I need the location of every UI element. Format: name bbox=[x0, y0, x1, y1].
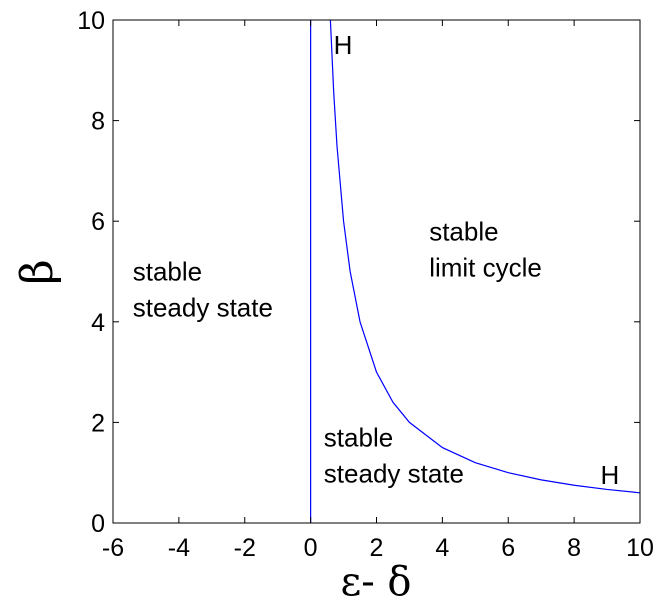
ticks-layer: -6 -4 -2 0 2 4 6 8 10 0 2 4 6 8 10 bbox=[77, 7, 654, 562]
annotation-line: stable bbox=[133, 257, 202, 287]
annotation-4: stable limit cycle bbox=[429, 216, 542, 282]
annotation-1: H bbox=[334, 30, 353, 60]
y-tick-label: 10 bbox=[77, 7, 105, 35]
annotation-line: stable bbox=[429, 216, 498, 246]
x-tick-label: 8 bbox=[567, 534, 581, 562]
annotation-line: limit cycle bbox=[429, 252, 542, 282]
annotation-line: stable bbox=[324, 422, 393, 452]
y-axis-title: β bbox=[12, 259, 63, 284]
y-tick-label: 8 bbox=[91, 108, 105, 136]
series-layer bbox=[310, 20, 640, 523]
annotation-2: H bbox=[600, 460, 619, 490]
x-tick-label: -2 bbox=[234, 534, 256, 562]
annotation-line: steady state bbox=[324, 458, 464, 488]
x-tick-label: 4 bbox=[435, 534, 449, 562]
annotation-line: steady state bbox=[133, 293, 273, 323]
y-tick-label: 2 bbox=[91, 409, 105, 437]
y-tick-label: 4 bbox=[91, 309, 105, 337]
x-tick-label: -4 bbox=[168, 534, 190, 562]
annotation-5: stable steady state bbox=[324, 422, 464, 488]
x-tick-label: 0 bbox=[304, 534, 318, 562]
x-tick-label: 10 bbox=[626, 534, 654, 562]
x-tick-label: -6 bbox=[102, 534, 124, 562]
y-tick-label: 6 bbox=[91, 208, 105, 236]
series-line-2 bbox=[329, 20, 640, 494]
y-tick-label: 0 bbox=[91, 510, 105, 538]
x-tick-label: 6 bbox=[501, 534, 515, 562]
x-tick-label: 2 bbox=[370, 534, 384, 562]
x-axis-title: ε- δ bbox=[340, 559, 411, 603]
annotation-3: stable steady state bbox=[133, 257, 273, 323]
